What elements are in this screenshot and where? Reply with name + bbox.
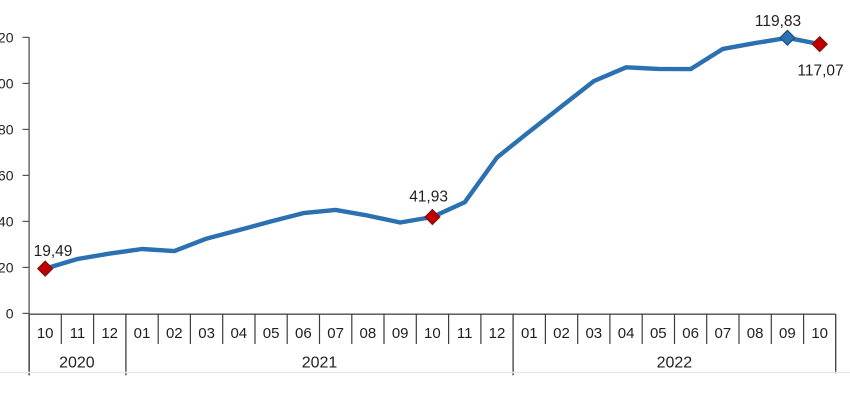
svg-text:05: 05	[263, 325, 280, 342]
svg-text:06: 06	[682, 325, 699, 342]
svg-text:09: 09	[779, 325, 796, 342]
svg-text:08: 08	[360, 325, 377, 342]
svg-text:11: 11	[70, 325, 86, 342]
svg-text:10: 10	[811, 325, 828, 342]
svg-text:117,07: 117,07	[797, 63, 843, 80]
svg-text:19,49: 19,49	[34, 243, 73, 260]
svg-text:04: 04	[230, 325, 247, 342]
svg-text:80: 80	[0, 121, 14, 137]
svg-text:120: 120	[0, 29, 14, 45]
svg-text:11: 11	[457, 325, 473, 342]
svg-text:60: 60	[0, 167, 14, 183]
svg-text:2020: 2020	[59, 355, 95, 372]
svg-text:03: 03	[585, 325, 602, 342]
svg-text:119,83: 119,83	[755, 13, 801, 30]
svg-text:0: 0	[6, 305, 14, 321]
svg-text:04: 04	[618, 325, 635, 342]
svg-text:03: 03	[198, 325, 215, 342]
svg-text:12: 12	[101, 325, 118, 342]
svg-text:09: 09	[392, 325, 409, 342]
svg-text:02: 02	[553, 325, 570, 342]
svg-text:2021: 2021	[302, 355, 338, 372]
svg-text:05: 05	[650, 325, 667, 342]
svg-text:100: 100	[0, 75, 14, 91]
svg-text:06: 06	[295, 325, 312, 342]
svg-text:12: 12	[489, 325, 506, 342]
svg-text:2022: 2022	[657, 355, 693, 372]
svg-text:41,93: 41,93	[409, 189, 448, 206]
svg-text:08: 08	[747, 325, 764, 342]
svg-text:10: 10	[424, 325, 441, 342]
svg-text:10: 10	[37, 325, 54, 342]
svg-text:07: 07	[327, 325, 344, 342]
svg-text:01: 01	[521, 325, 538, 342]
svg-text:02: 02	[166, 325, 183, 342]
svg-text:07: 07	[715, 325, 732, 342]
svg-text:40: 40	[0, 213, 14, 229]
svg-text:20: 20	[0, 259, 14, 275]
svg-text:01: 01	[134, 325, 151, 342]
